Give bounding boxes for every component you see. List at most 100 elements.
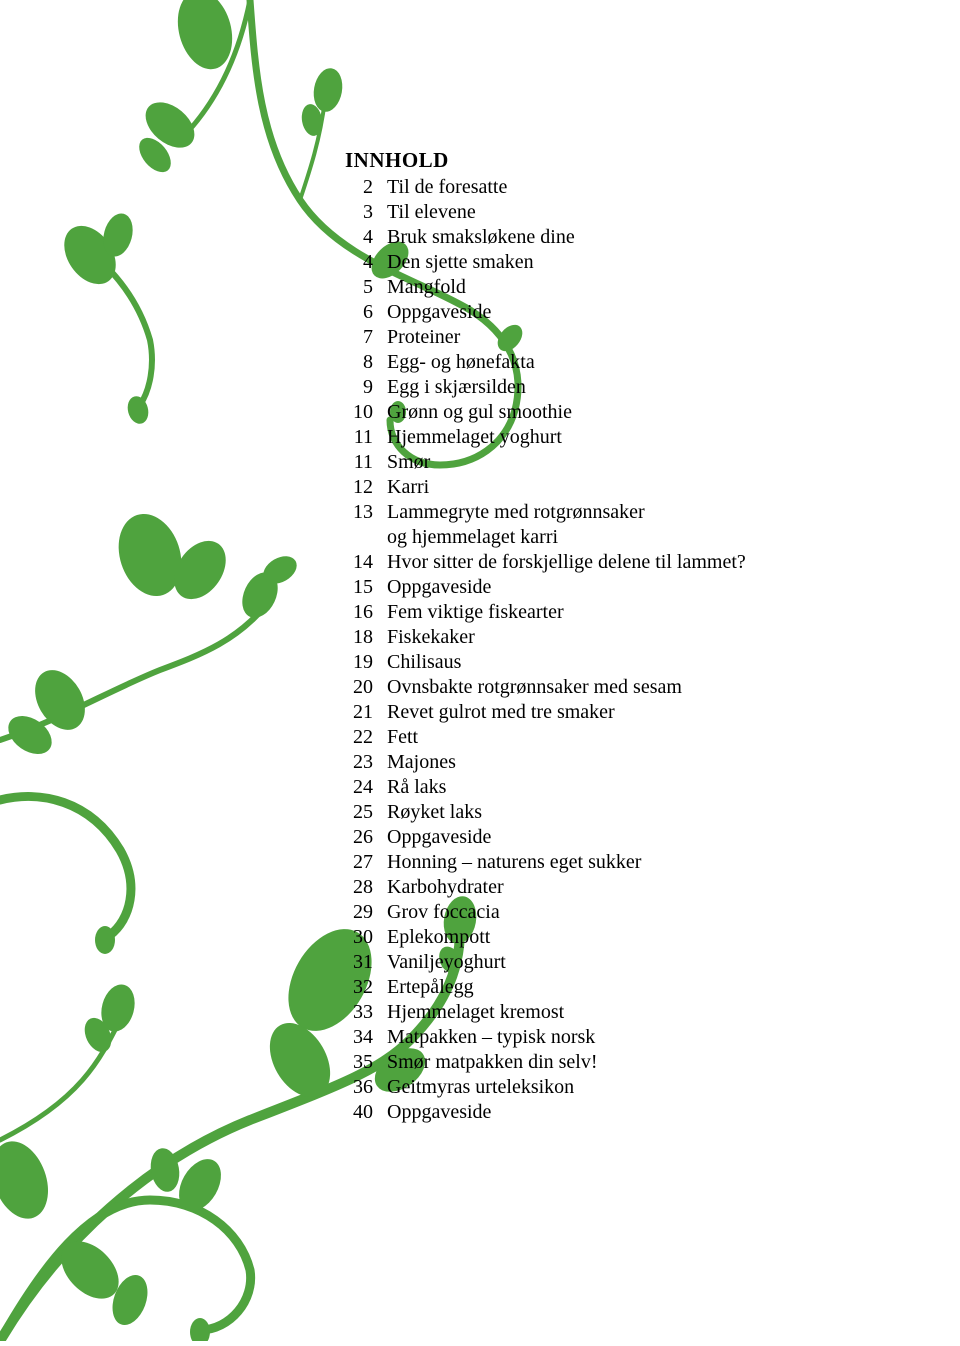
toc-title: Grov foccacia — [387, 900, 500, 925]
toc-list: 2Til de foresatte3Til elevene4Bruk smaks… — [345, 175, 746, 1125]
toc-page-number: 28 — [345, 875, 373, 900]
toc-title: Smør — [387, 450, 430, 475]
toc-page-number: 7 — [345, 325, 373, 350]
toc-title: Honning – naturens eget sukker — [387, 850, 641, 875]
toc-title: Chilisaus — [387, 650, 461, 675]
toc-title: Til de foresatte — [387, 175, 507, 200]
toc-row: 15 Oppgaveside — [345, 575, 746, 600]
toc-row: 14 Hvor sitter de forskjellige delene til… — [345, 550, 746, 575]
toc-row: 22Fett — [345, 725, 746, 750]
toc-row: 4 Den sjette smaken — [345, 250, 746, 275]
toc-row: 36 Geitmyras urteleksikon — [345, 1075, 746, 1100]
toc-row: 26 Oppgaveside — [345, 825, 746, 850]
toc-row: 3 Til elevene — [345, 200, 746, 225]
toc-row: 34Matpakken – typisk norsk — [345, 1025, 746, 1050]
toc-title: Den sjette smaken — [387, 250, 534, 275]
toc-title: Fem viktige fiskearter — [387, 600, 564, 625]
toc-title: Oppgaveside — [387, 575, 491, 600]
toc-page-number: 9 — [345, 375, 373, 400]
toc-page-number: 5 — [345, 275, 373, 300]
toc-heading: INNHOLD — [345, 148, 746, 173]
toc-page-number: 32 — [345, 975, 373, 1000]
toc-page-number: 33 — [345, 1000, 373, 1025]
toc-page-number: 27 — [345, 850, 373, 875]
toc-title: Røyket laks — [387, 800, 482, 825]
toc-title: Lammegryte med rotgrønnsaker — [387, 500, 645, 525]
toc-title: Majones — [387, 750, 456, 775]
toc-page-number: 22 — [345, 725, 373, 750]
toc-row: 9 Egg i skjærsilden — [345, 375, 746, 400]
toc-row: 40 Oppgaveside — [345, 1100, 746, 1125]
toc-content: INNHOLD 2Til de foresatte3Til elevene4Br… — [345, 148, 746, 1125]
toc-page-number: 36 — [345, 1075, 373, 1100]
toc-row: 5 Mangfold — [345, 275, 746, 300]
toc-row: 11Hjemmelaget yoghurt — [345, 425, 746, 450]
toc-page-number: 31 — [345, 950, 373, 975]
toc-title-continuation: og hjemmelaget karri — [345, 525, 746, 550]
toc-title: Geitmyras urteleksikon — [387, 1075, 574, 1100]
toc-page-number: 6 — [345, 300, 373, 325]
toc-row: 35 Smør matpakken din selv! — [345, 1050, 746, 1075]
toc-row: 24Rå laks — [345, 775, 746, 800]
toc-page-number: 25 — [345, 800, 373, 825]
toc-title: Karri — [387, 475, 429, 500]
toc-page-number: 14 — [345, 550, 373, 575]
toc-row: 11 Smør — [345, 450, 746, 475]
toc-title: Mangfold — [387, 275, 466, 300]
toc-title: Egg- og hønefakta — [387, 350, 535, 375]
toc-title: Oppgaveside — [387, 1100, 491, 1125]
toc-row: 2 Til de foresatte — [345, 175, 746, 200]
toc-row: 29 Grov foccacia — [345, 900, 746, 925]
toc-page-number: 12 — [345, 475, 373, 500]
toc-row: 7 Proteiner — [345, 325, 746, 350]
toc-title: Smør matpakken din selv! — [387, 1050, 598, 1075]
toc-row: 32 Ertepålegg — [345, 975, 746, 1000]
toc-page-number: 29 — [345, 900, 373, 925]
toc-title: Oppgaveside — [387, 825, 491, 850]
toc-title: Hjemmelaget kremost — [387, 1000, 564, 1025]
toc-row: 23 Majones — [345, 750, 746, 775]
toc-title: Fiskekaker — [387, 625, 475, 650]
toc-row: 31 Vaniljeyoghurt — [345, 950, 746, 975]
toc-row: 21Revet gulrot med tre smaker — [345, 700, 746, 725]
toc-title: Ovnsbakte rotgrønnsaker med sesam — [387, 675, 682, 700]
toc-title: Vaniljeyoghurt — [387, 950, 506, 975]
toc-page-number: 4 — [345, 250, 373, 275]
toc-title: Eplekompott — [387, 925, 490, 950]
toc-title: Karbohydrater — [387, 875, 504, 900]
toc-row: 12 Karri — [345, 475, 746, 500]
toc-page-number: 13 — [345, 500, 373, 525]
toc-row: 10 Grønn og gul smoothie — [345, 400, 746, 425]
toc-page-number: 30 — [345, 925, 373, 950]
toc-page-number: 4 — [345, 225, 373, 250]
toc-page-number: 3 — [345, 200, 373, 225]
toc-page-number: 19 — [345, 650, 373, 675]
toc-page-number: 15 — [345, 575, 373, 600]
toc-row: 25 Røyket laks — [345, 800, 746, 825]
toc-page-number: 10 — [345, 400, 373, 425]
toc-page-number: 20 — [345, 675, 373, 700]
toc-page-number: 8 — [345, 350, 373, 375]
toc-row: 28 Karbohydrater — [345, 875, 746, 900]
toc-title: Til elevene — [387, 200, 476, 225]
toc-row: 8 Egg- og hønefakta — [345, 350, 746, 375]
toc-page-number: 35 — [345, 1050, 373, 1075]
toc-page-number: 2 — [345, 175, 373, 200]
toc-page-number: 11 — [345, 450, 373, 475]
toc-row: 18 Fiskekaker — [345, 625, 746, 650]
toc-page-number: 21 — [345, 700, 373, 725]
toc-page-number: 11 — [345, 425, 373, 450]
toc-title: Proteiner — [387, 325, 460, 350]
toc-title: Oppgaveside — [387, 300, 491, 325]
toc-row: 27 Honning – naturens eget sukker — [345, 850, 746, 875]
toc-page-number: 24 — [345, 775, 373, 800]
toc-title: Grønn og gul smoothie — [387, 400, 572, 425]
toc-page-number: 34 — [345, 1025, 373, 1050]
toc-page-number: 18 — [345, 625, 373, 650]
toc-page-number: 26 — [345, 825, 373, 850]
toc-page-number: 40 — [345, 1100, 373, 1125]
toc-title: Hvor sitter de forskjellige delene til l… — [387, 550, 746, 575]
toc-title: Egg i skjærsilden — [387, 375, 526, 400]
toc-page-number: 23 — [345, 750, 373, 775]
toc-title: Ertepålegg — [387, 975, 474, 1000]
